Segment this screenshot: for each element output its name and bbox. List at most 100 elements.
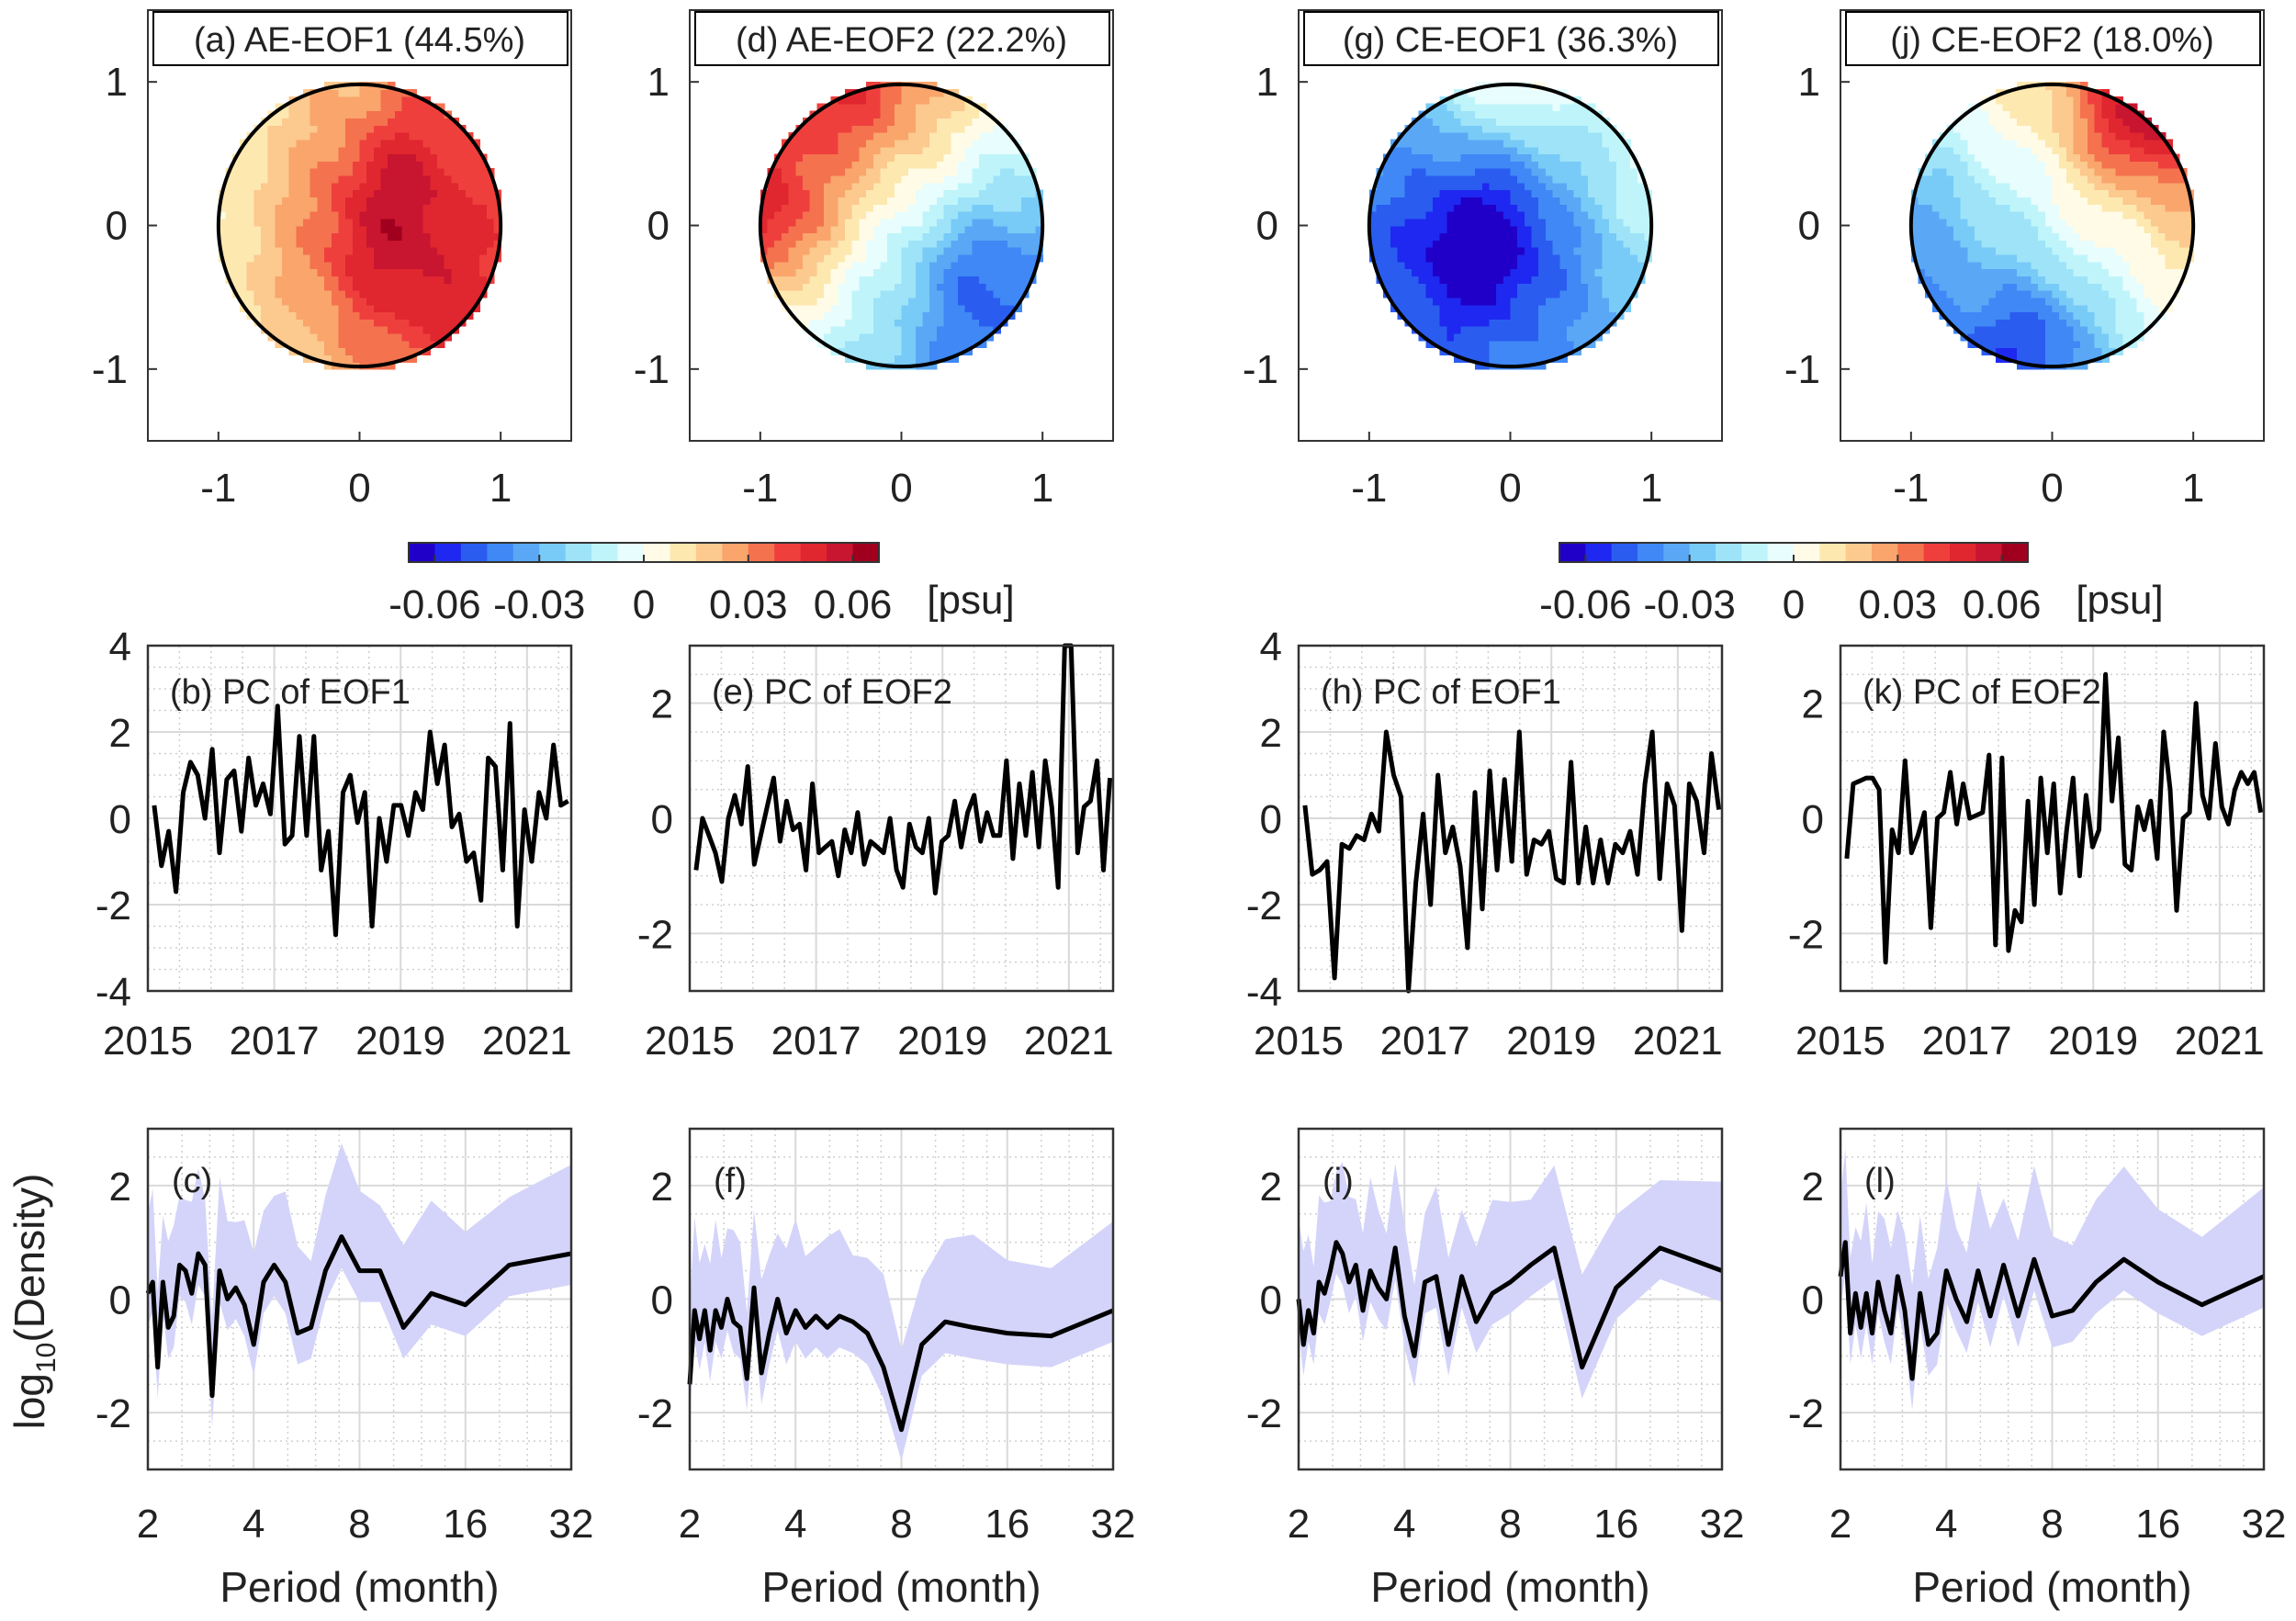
map-cell <box>1637 225 1646 234</box>
map-cell <box>929 204 938 212</box>
map-cell <box>845 197 853 205</box>
map-cell <box>1538 362 1547 370</box>
map-cell <box>2044 161 2054 169</box>
map-cell <box>1446 289 1455 298</box>
map-cell <box>2109 197 2117 205</box>
map-cell <box>451 174 459 184</box>
map-cell <box>1967 118 1975 126</box>
map-cell <box>338 355 346 363</box>
map-cell <box>1418 232 1427 241</box>
map-cell <box>1545 197 1554 205</box>
map-cell <box>2087 253 2096 263</box>
map-cell <box>1531 153 1540 162</box>
map-cell <box>331 189 340 197</box>
map-cell <box>373 96 382 105</box>
map-cell <box>788 289 797 298</box>
map-cell <box>394 125 403 133</box>
map-cell <box>1433 289 1441 298</box>
map-cell <box>1918 197 1926 205</box>
map-cell <box>1510 182 1518 191</box>
map-cell <box>972 210 980 220</box>
map-cell <box>275 325 283 334</box>
map-cell <box>1609 153 1617 162</box>
map-cell <box>324 110 332 118</box>
map-cell <box>929 182 938 191</box>
map-cell <box>1925 218 1933 227</box>
map-cell <box>1588 146 1596 155</box>
map-cell <box>1588 319 1596 327</box>
map-cell <box>851 182 861 191</box>
map-cell <box>437 210 445 220</box>
map-cell <box>1007 304 1016 313</box>
map-cell <box>317 261 325 270</box>
map-cell <box>1996 96 2004 105</box>
map-cell <box>352 131 361 141</box>
map-cell <box>345 174 354 184</box>
map-cell <box>894 325 903 334</box>
map-cell <box>373 268 382 276</box>
map-cell <box>1623 225 1631 234</box>
map-cell <box>331 168 340 176</box>
map-cell <box>1552 340 1561 349</box>
map-cell <box>416 118 424 126</box>
map-cell <box>880 355 888 363</box>
map-cell <box>2122 139 2131 148</box>
map-cell <box>352 210 361 220</box>
map-cell <box>2109 253 2117 263</box>
map-cell <box>310 189 319 197</box>
map-cell <box>1602 182 1610 191</box>
map-cell <box>380 218 389 227</box>
map-cell <box>951 182 959 191</box>
map-cell <box>1468 332 1476 342</box>
map-cell <box>1981 289 1990 298</box>
map-cell <box>373 332 382 342</box>
map-cell <box>972 139 980 148</box>
map-cell <box>2023 289 2032 298</box>
map-cell <box>352 297 361 306</box>
map-cell <box>2002 139 2011 148</box>
map-cell <box>1411 139 1420 148</box>
map-cell <box>2080 311 2088 320</box>
map-cell <box>267 232 276 241</box>
map-cell <box>2044 153 2054 162</box>
map-cell <box>1503 355 1512 363</box>
map-cell <box>1588 125 1596 133</box>
map-cell <box>260 268 269 276</box>
map-cell <box>1524 218 1533 227</box>
map-cell <box>1996 297 2004 306</box>
map-cell <box>880 297 888 306</box>
map-cell <box>317 325 325 334</box>
map-cell <box>444 297 453 306</box>
map-cell <box>1007 204 1016 212</box>
map-cell <box>324 253 332 263</box>
map-cell <box>2073 268 2082 276</box>
map-cell <box>260 218 269 227</box>
map-cell <box>2130 174 2138 184</box>
map-cell <box>2122 240 2131 248</box>
map-cell <box>1468 146 1476 155</box>
map-cell <box>887 189 895 197</box>
map-cell <box>444 197 453 205</box>
map-cell <box>253 210 262 220</box>
map-cell <box>1433 204 1441 212</box>
map-cell <box>2094 332 2103 342</box>
map-cell <box>1007 225 1016 234</box>
map-cell <box>1975 182 1983 191</box>
map-cell <box>872 319 882 327</box>
map-cell <box>802 146 811 155</box>
map-cell <box>985 139 995 148</box>
map-cell <box>958 283 966 291</box>
map-cell <box>493 218 501 227</box>
map-cell <box>830 146 839 155</box>
map-cell <box>2023 182 2032 191</box>
map-cell <box>1014 304 1022 313</box>
map-cell <box>830 240 839 248</box>
map-cell <box>1524 139 1533 148</box>
map-cell <box>1524 240 1533 248</box>
map-cell <box>802 153 811 162</box>
map-cell <box>2080 204 2088 212</box>
map-cell <box>2136 319 2145 327</box>
map-cell <box>1531 189 1540 197</box>
map-cell <box>2073 110 2082 118</box>
map-cell <box>1975 304 1983 313</box>
